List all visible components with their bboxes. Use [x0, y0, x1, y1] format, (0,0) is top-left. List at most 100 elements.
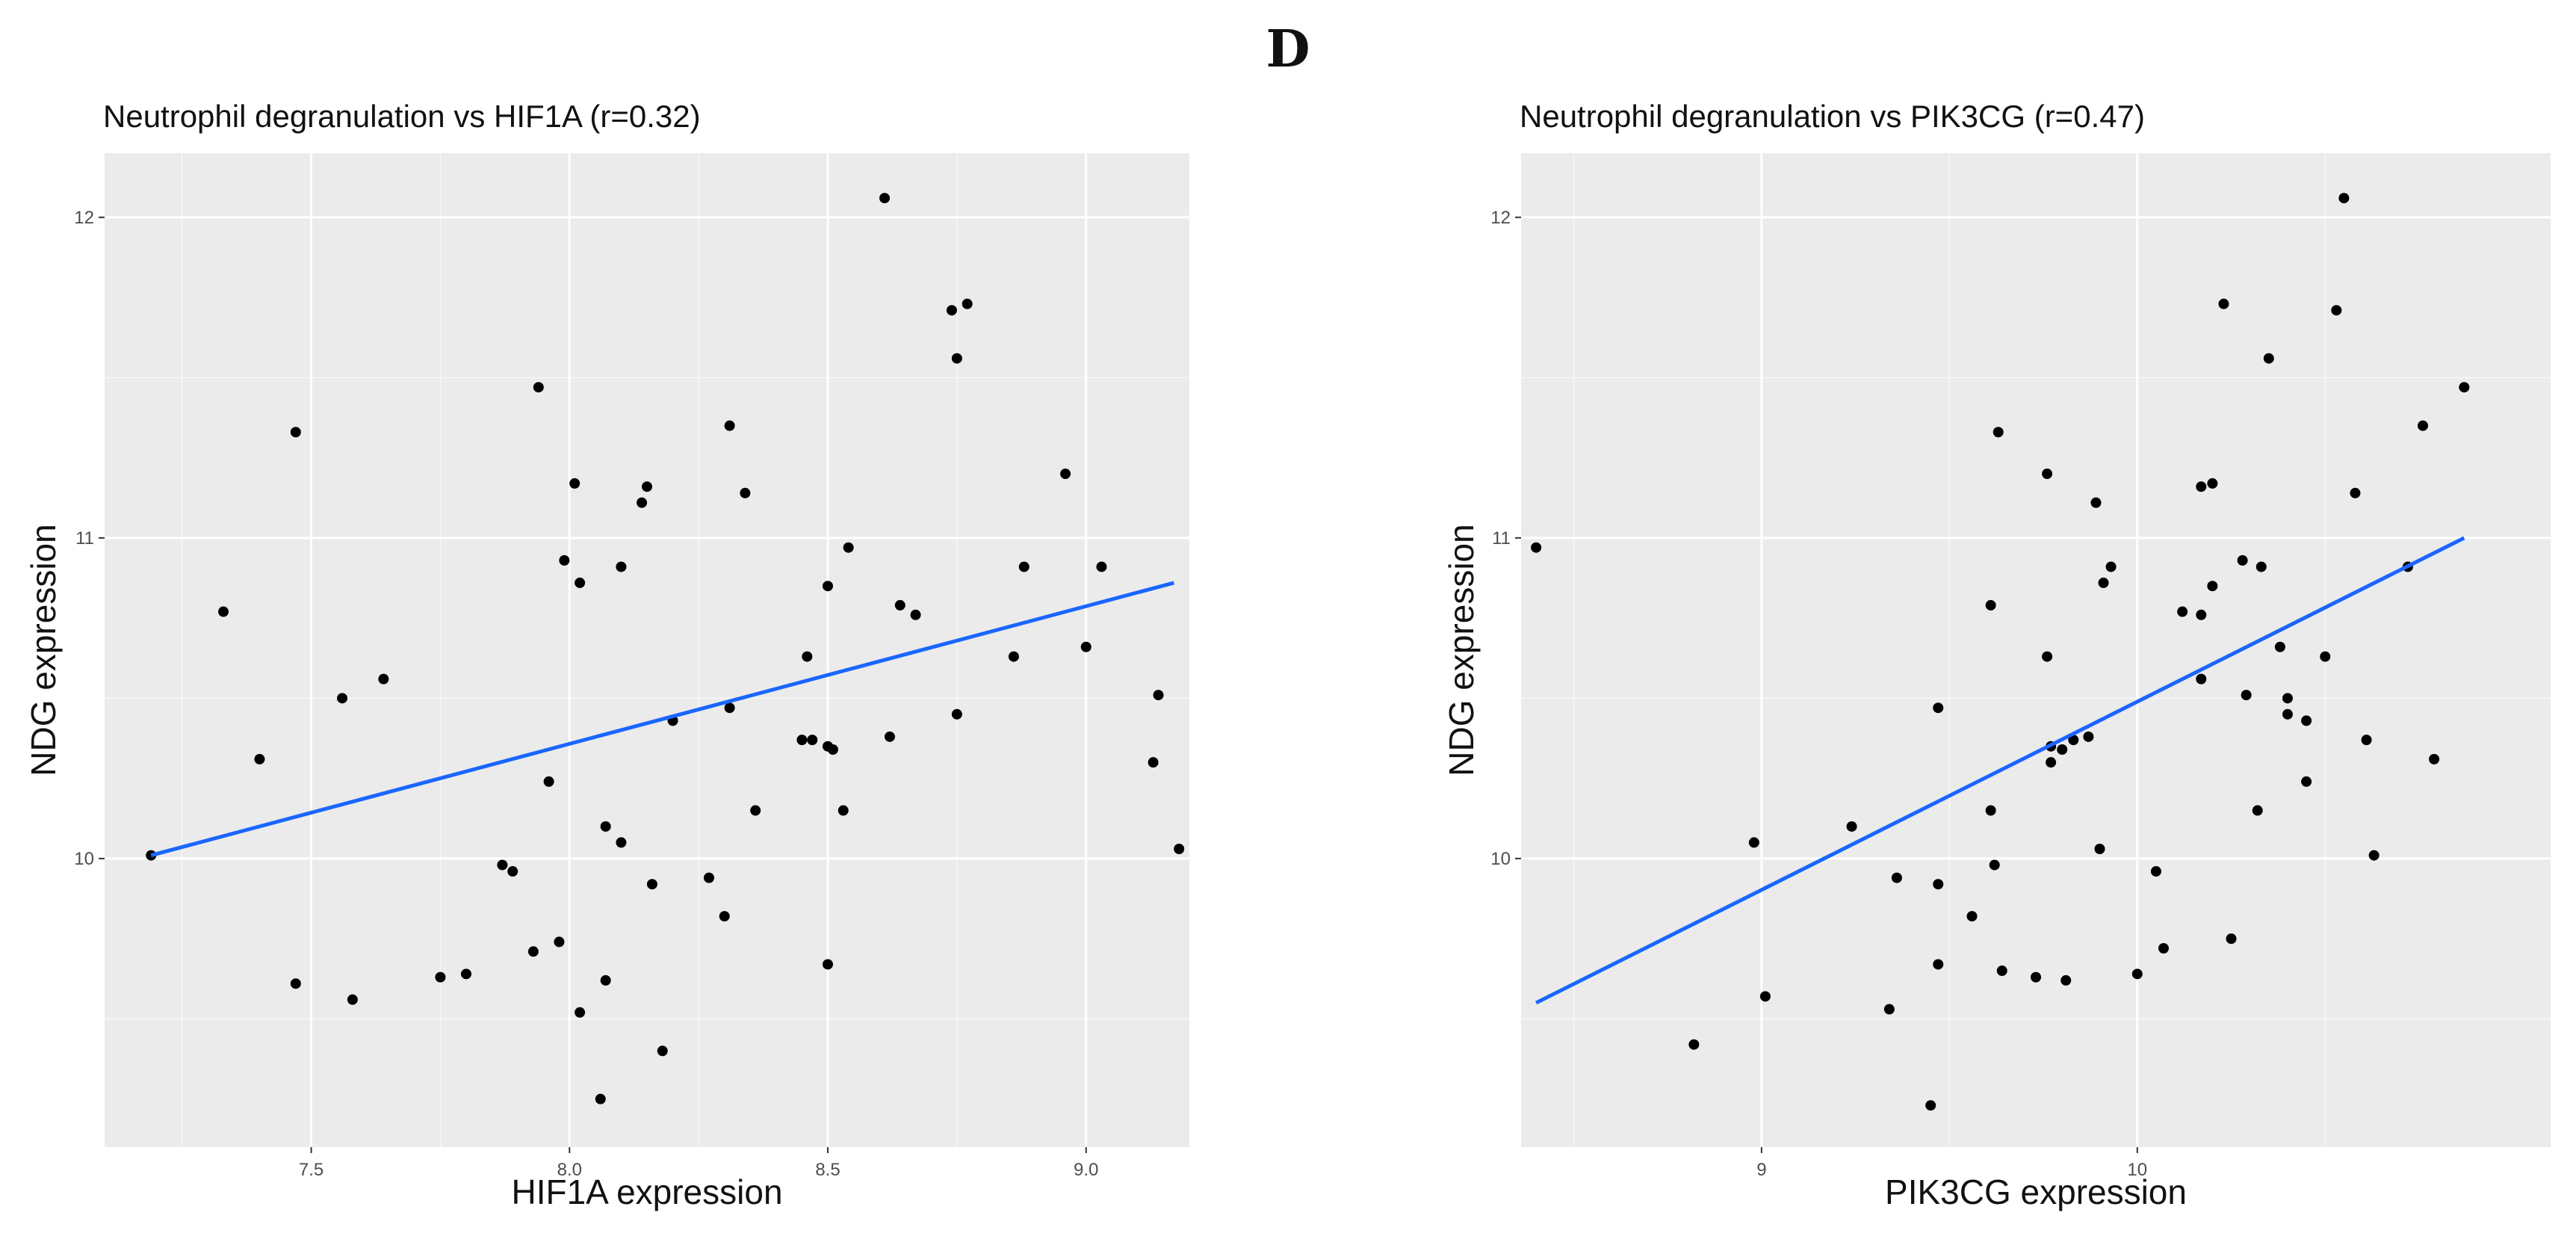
left-data-point — [1096, 561, 1107, 572]
right-data-point — [2094, 844, 2105, 854]
right-data-point — [2301, 715, 2312, 726]
right-data-point — [1933, 702, 1944, 714]
left-chart-title: Neutrophil degranulation vs HIF1A (r=0.3… — [103, 99, 701, 134]
right-regression-line — [1535, 536, 2465, 1005]
left-data-point — [600, 974, 611, 986]
right-data-point — [1933, 879, 1944, 890]
left-data-point — [1080, 641, 1092, 652]
left-data-point — [884, 731, 895, 742]
right-data-point — [2226, 933, 2237, 945]
left-data-point — [575, 577, 586, 588]
left-data-point — [569, 478, 580, 489]
right-data-point — [2105, 561, 2117, 572]
left-data-point — [616, 837, 627, 848]
right-data-point — [2338, 193, 2350, 204]
right-data-point — [1846, 821, 1857, 832]
right-y-tick-label: 12 — [1490, 208, 1511, 228]
right-data-point — [2207, 581, 2218, 592]
left-regression-line — [150, 581, 1174, 857]
right-data-point — [1748, 837, 1759, 848]
left-data-point — [616, 561, 627, 572]
left-data-point — [843, 542, 854, 553]
left-x-tick-label: 7.5 — [299, 1160, 323, 1180]
left-data-point — [796, 735, 808, 746]
left-data-point — [703, 872, 714, 883]
left-data-point — [1153, 690, 1164, 701]
right-data-point — [2196, 673, 2207, 685]
left-data-point — [802, 651, 813, 662]
left-data-point — [910, 609, 921, 620]
left-data-point — [951, 353, 962, 364]
right-data-point — [1688, 1039, 1700, 1050]
left-data-point — [1148, 757, 1159, 768]
left-data-point — [837, 805, 849, 816]
right-chart-title: Neutrophil degranulation vs PIK3CG (r=0.… — [1520, 99, 2145, 134]
right-data-point — [2320, 651, 2331, 662]
left-data-point — [595, 1093, 606, 1104]
right-data-point — [2350, 487, 2361, 498]
left-data-point — [218, 606, 229, 617]
left-data-point — [435, 971, 446, 983]
left-data-point — [533, 382, 544, 393]
right-data-point — [2282, 708, 2293, 720]
right-y-tick-label: 10 — [1490, 849, 1511, 869]
right-data-point — [2042, 469, 2053, 480]
left-data-point — [575, 1007, 586, 1018]
left-data-point — [879, 193, 891, 204]
right-data-point — [2459, 382, 2470, 393]
left-plot-panel — [105, 153, 1189, 1147]
right-data-point — [2131, 968, 2143, 980]
right-data-point — [2196, 609, 2207, 620]
right-data-point — [1883, 1004, 1895, 1015]
right-data-point — [1925, 1100, 1936, 1111]
right-data-point — [2031, 971, 2041, 983]
left-data-point — [962, 298, 973, 309]
right-data-point — [2150, 866, 2161, 877]
right-data-point — [2177, 606, 2188, 617]
right-data-point — [2061, 974, 2072, 986]
left-data-point — [894, 599, 905, 611]
left-y-axis-label: NDG expression — [24, 524, 63, 776]
left-data-point — [823, 959, 833, 970]
right-data-point — [2252, 805, 2263, 816]
left-data-point — [378, 673, 389, 685]
right-data-point — [2046, 757, 2057, 768]
right-data-point — [2158, 943, 2169, 954]
left-data-point — [290, 427, 301, 438]
left-data-point — [1060, 469, 1071, 480]
right-data-point — [1985, 599, 1996, 611]
right-data-point — [1933, 959, 1944, 970]
left-data-point — [750, 805, 761, 816]
left-data-point — [337, 693, 348, 704]
right-data-point — [2196, 481, 2207, 492]
right-data-point — [1985, 805, 1996, 816]
left-data-point — [823, 581, 833, 592]
right-data-point — [2218, 298, 2229, 309]
right-data-point — [2301, 776, 2312, 787]
right-data-point — [1966, 911, 1978, 922]
right-data-point — [1993, 427, 2004, 438]
left-data-point — [497, 859, 508, 871]
left-data-point — [951, 708, 962, 720]
right-y-axis-label: NDG expression — [1442, 524, 1481, 776]
right-y-tick-label: 11 — [1492, 528, 1511, 549]
right-data-point — [2042, 651, 2053, 662]
right-data-point — [2207, 478, 2218, 489]
left-data-point — [554, 936, 565, 948]
left-data-point — [543, 776, 554, 787]
right-data-point — [2274, 641, 2285, 652]
right-data-point — [1891, 872, 1902, 883]
left-data-point — [946, 305, 957, 316]
left-data-point — [637, 497, 648, 508]
right-data-point — [2057, 744, 2068, 755]
left-data-point — [507, 866, 518, 877]
right-data-point — [2090, 497, 2102, 508]
right-data-point — [1531, 542, 1542, 553]
left-data-point — [1174, 844, 1185, 854]
left-data-point — [1008, 651, 1019, 662]
right-x-tick-label: 9 — [1756, 1160, 1766, 1180]
right-data-point — [2263, 353, 2274, 364]
left-data-point — [719, 911, 730, 922]
right-data-point — [2429, 753, 2440, 764]
right-data-point — [2255, 561, 2267, 572]
